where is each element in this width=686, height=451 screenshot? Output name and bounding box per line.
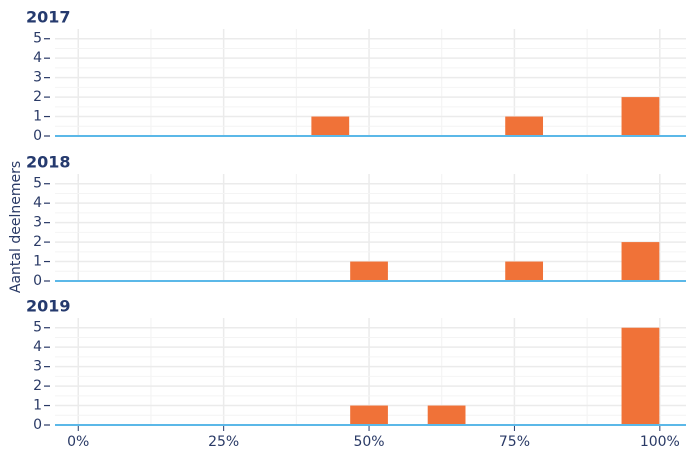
y-tick-label: 4 xyxy=(33,50,42,66)
x-tick-label: 0% xyxy=(67,434,89,450)
y-tick-label: 0 xyxy=(33,417,42,433)
y-tick-label: 3 xyxy=(33,70,42,86)
y-tick-label: 3 xyxy=(33,359,42,375)
bar xyxy=(427,405,466,425)
panel-title: 2018 xyxy=(26,153,71,172)
y-axis-label: Aantal deelnemers xyxy=(8,161,24,293)
y-tick-label: 2 xyxy=(33,89,42,105)
bar xyxy=(505,116,544,136)
y-tick-label: 2 xyxy=(33,234,42,250)
bar xyxy=(621,97,660,136)
y-tick-label: 5 xyxy=(33,320,42,336)
y-tick-label: 4 xyxy=(33,339,42,355)
bar xyxy=(621,242,660,281)
bar xyxy=(505,261,544,281)
x-tick-label: 100% xyxy=(640,434,680,450)
y-tick-label: 2 xyxy=(33,378,42,394)
y-tick-label: 1 xyxy=(33,254,42,270)
y-tick-label: 5 xyxy=(33,176,42,192)
bar xyxy=(311,116,350,136)
y-tick-label: 4 xyxy=(33,195,42,211)
panel-title: 2017 xyxy=(26,8,71,27)
y-tick-label: 0 xyxy=(33,128,42,144)
bar xyxy=(350,405,388,425)
y-tick-label: 1 xyxy=(33,109,42,125)
bar xyxy=(621,327,660,425)
y-tick-label: 5 xyxy=(33,31,42,47)
x-tick-label: 75% xyxy=(499,434,530,450)
y-tick-label: 0 xyxy=(33,273,42,289)
y-tick-label: 1 xyxy=(33,398,42,414)
x-tick-label: 50% xyxy=(353,434,384,450)
x-tick-label: 25% xyxy=(208,434,239,450)
y-tick-label: 3 xyxy=(33,215,42,231)
bar xyxy=(350,261,388,281)
panel-title: 2019 xyxy=(26,297,71,316)
